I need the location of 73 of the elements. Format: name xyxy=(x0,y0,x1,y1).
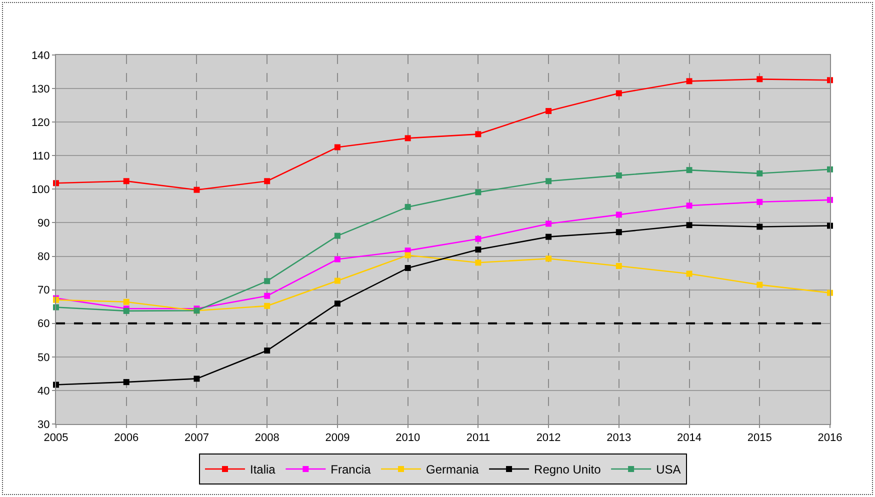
x-tick-label: 2009 xyxy=(325,432,350,444)
x-tick-label: 2008 xyxy=(254,432,280,444)
y-tick-label: 30 xyxy=(38,418,50,431)
x-tick-label: 2006 xyxy=(114,432,139,444)
point xyxy=(756,170,763,176)
point xyxy=(404,135,411,142)
y-tick-label: 90 xyxy=(38,218,50,230)
point xyxy=(686,202,692,209)
y-tick-label: 50 xyxy=(38,352,50,364)
y-tick-label: 120 xyxy=(31,116,50,129)
x-tick-label: 2010 xyxy=(396,432,420,444)
point xyxy=(546,178,552,184)
point xyxy=(194,376,200,382)
point xyxy=(123,379,130,386)
legend-label: Regno Unito xyxy=(534,462,602,477)
point xyxy=(194,186,200,193)
x-tick-label: 2015 xyxy=(747,432,772,444)
point xyxy=(756,224,763,230)
y-tick-label: 60 xyxy=(38,318,50,330)
legend-label: Germania xyxy=(426,462,480,477)
point xyxy=(123,178,130,184)
x-tick-label: 2012 xyxy=(536,432,561,444)
point xyxy=(404,252,411,258)
x-tick-label: 2005 xyxy=(44,432,68,444)
point xyxy=(475,246,482,253)
point xyxy=(546,108,552,114)
point xyxy=(264,278,270,284)
point xyxy=(686,167,692,174)
x-tick-label: 2013 xyxy=(606,432,632,444)
point xyxy=(264,302,270,309)
x-tick-label: 2011 xyxy=(466,432,490,444)
point xyxy=(616,90,622,96)
point xyxy=(546,220,552,227)
point xyxy=(334,256,340,262)
legend-label: USA xyxy=(656,462,681,477)
point xyxy=(475,236,482,242)
point xyxy=(475,189,482,196)
point xyxy=(475,131,482,138)
point xyxy=(264,292,270,299)
point xyxy=(123,298,130,305)
point xyxy=(264,348,270,354)
x-tick-label: 2014 xyxy=(677,432,702,444)
point xyxy=(756,76,763,82)
point xyxy=(404,204,411,210)
legend-label: Francia xyxy=(330,462,372,477)
point xyxy=(404,265,411,272)
point xyxy=(686,222,692,228)
y-tick-label: 140 xyxy=(31,50,50,62)
point xyxy=(756,282,763,288)
point xyxy=(334,232,340,239)
y-tick-label: 70 xyxy=(38,284,50,297)
y-tick-label: 130 xyxy=(31,83,50,96)
point xyxy=(546,234,552,240)
x-tick-label: 2016 xyxy=(818,432,842,444)
point xyxy=(686,78,692,84)
point xyxy=(616,172,622,178)
point xyxy=(264,178,270,184)
point xyxy=(334,300,340,307)
y-tick-label: 80 xyxy=(38,251,50,264)
point xyxy=(686,270,692,277)
point xyxy=(334,144,340,150)
point xyxy=(475,260,482,266)
y-tick-label: 100 xyxy=(31,184,50,196)
y-tick-label: 40 xyxy=(38,385,50,398)
point xyxy=(546,256,552,262)
point xyxy=(616,263,622,269)
legend-label: Italia xyxy=(250,462,276,477)
point xyxy=(616,229,622,236)
point xyxy=(334,278,340,284)
x-tick-label: 2007 xyxy=(184,432,209,444)
point xyxy=(616,212,622,218)
point xyxy=(756,198,763,205)
y-tick-label: 110 xyxy=(32,150,50,162)
